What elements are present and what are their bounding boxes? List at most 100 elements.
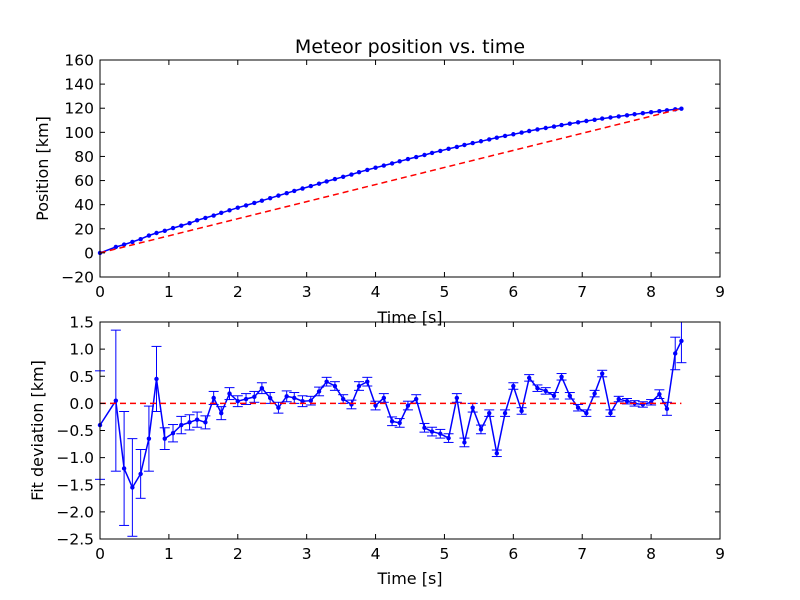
data-point: [276, 193, 281, 198]
deviation-x-tick-label: 2: [233, 545, 243, 563]
deviation-x-tick-label: 8: [646, 545, 656, 563]
data-point: [438, 431, 443, 436]
position-y-tick-label: 140: [64, 76, 94, 94]
data-point: [300, 399, 305, 404]
data-point: [276, 405, 281, 410]
deviation-x-tick-label: 9: [715, 545, 725, 563]
data-point: [194, 218, 200, 223]
data-point: [146, 436, 152, 441]
data-point: [679, 338, 684, 344]
data-point: [632, 112, 637, 117]
position-x-tick-label: 9: [715, 283, 725, 301]
data-point: [138, 236, 143, 242]
data-point: [130, 239, 135, 245]
data-point: [194, 417, 200, 422]
position-y-tick-label: 80: [74, 148, 94, 166]
data-point: [300, 186, 305, 191]
position-x-tick-label: 0: [95, 283, 105, 301]
data-point: [267, 195, 273, 201]
data-point: [438, 148, 443, 154]
data-point: [624, 399, 630, 404]
data-point: [292, 188, 297, 194]
data-point: [462, 142, 467, 148]
data-point: [324, 379, 329, 384]
deviation-x-tick-label: 7: [577, 545, 587, 563]
position-y-tick-label: 60: [74, 172, 94, 190]
data-point: [146, 233, 152, 238]
data-point: [292, 395, 297, 401]
data-point: [365, 167, 370, 173]
position-x-tick-label: 7: [577, 283, 587, 301]
deviation-y-tick-label: −1.5: [56, 476, 94, 494]
data-point: [365, 379, 370, 384]
data-point: [543, 125, 548, 131]
data-point: [454, 395, 460, 401]
data-point: [673, 351, 678, 356]
data-point: [170, 225, 176, 231]
data-point: [519, 130, 524, 135]
data-point: [616, 396, 621, 402]
data-point: [608, 410, 613, 416]
data-point: [154, 376, 159, 382]
deviation-y-tick-label: 0.5: [69, 368, 94, 386]
data-point: [600, 116, 605, 121]
data-point: [640, 110, 646, 116]
deviation-x-tick-label: 0: [95, 545, 105, 563]
data-point: [219, 210, 224, 216]
data-point: [162, 228, 167, 234]
data-point: [446, 146, 451, 152]
data-point: [113, 398, 119, 403]
data-point: [551, 393, 557, 398]
deviation-x-tick-label: 5: [440, 545, 450, 563]
position-x-tick-label: 8: [646, 283, 656, 301]
data-point: [511, 383, 516, 389]
data-point: [414, 154, 419, 160]
data-point: [179, 422, 184, 428]
data-point: [567, 121, 573, 126]
position-y-tick-label: −20: [61, 269, 94, 287]
data-point: [657, 391, 662, 397]
data-point: [397, 159, 402, 164]
data-point: [487, 410, 492, 416]
data-point: [381, 163, 387, 168]
data-point: [487, 137, 492, 142]
position-y-tick-label: 0: [84, 244, 94, 262]
data-point: [414, 396, 419, 402]
data-point: [373, 403, 378, 408]
deviation-x-tick-label: 6: [508, 545, 518, 563]
data-point: [559, 122, 564, 128]
data-point: [551, 124, 557, 129]
data-point: [429, 429, 435, 434]
position-y-tick-label: 40: [74, 196, 94, 214]
data-point: [422, 425, 427, 430]
data-point: [259, 385, 265, 391]
data-point: [664, 406, 670, 411]
data-point: [252, 394, 257, 400]
data-point: [397, 420, 402, 426]
data-point: [567, 393, 573, 398]
data-point: [657, 109, 662, 114]
data-point: [405, 403, 411, 408]
data-point: [373, 165, 378, 170]
position-y-tick-label: 100: [64, 124, 94, 142]
data-point: [535, 127, 540, 132]
deviation-panel: 0 1 2 3 4 5 6 7 8 9 −2.5 −2.0 −1.5 −1.0 −0.5 0.0 0.5 1.0 1…: [28, 314, 725, 589]
data-point: [526, 128, 532, 134]
position-y-tick-label: 20: [74, 220, 94, 238]
data-point: [324, 179, 329, 184]
data-point: [235, 205, 240, 210]
deviation-y-tick-label: −2.0: [56, 503, 94, 521]
data-point: [316, 389, 322, 394]
data-point: [575, 405, 581, 410]
position-x-tick-label: 3: [302, 283, 312, 301]
data-point: [316, 181, 322, 186]
data-point: [478, 139, 484, 144]
data-point: [349, 172, 354, 177]
data-point: [356, 383, 362, 389]
data-point: [592, 391, 597, 396]
deviation-x-tick-label: 1: [164, 545, 174, 563]
data-point: [559, 374, 564, 379]
